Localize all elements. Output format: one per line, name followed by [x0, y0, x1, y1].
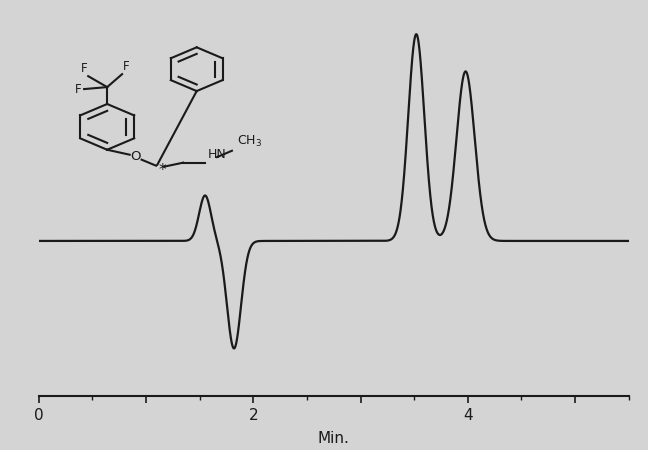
X-axis label: Min.: Min. [318, 431, 350, 446]
